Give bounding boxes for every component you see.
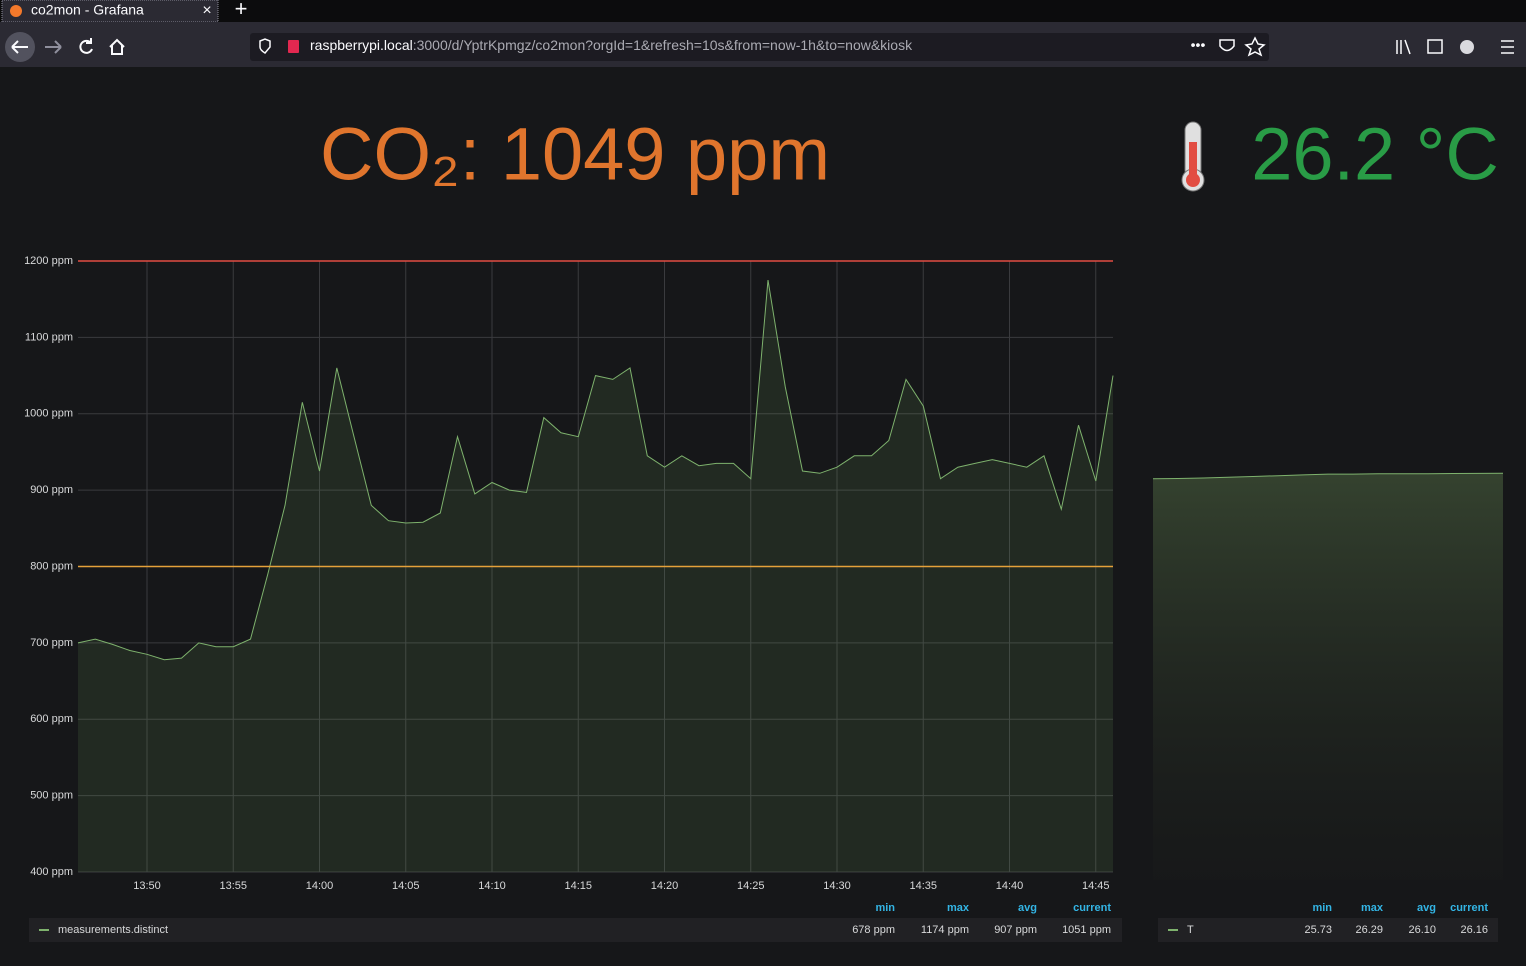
legend-header: min [875, 902, 895, 914]
url: raspberrypi.local:3000/d/YptrKpmgz/co2mo… [310, 37, 913, 53]
url-bar[interactable] [250, 33, 1269, 61]
url-host: raspberrypi.local [310, 37, 413, 53]
series-line [77, 280, 1114, 661]
lock-icon[interactable] [288, 40, 299, 53]
x-tick-label: 14:40 [996, 880, 1024, 892]
tab-bar [0, 0, 1526, 22]
home-button[interactable] [109, 38, 125, 55]
legend-value: 678 ppm [852, 924, 895, 936]
legend-bar [1158, 918, 1498, 942]
y-tick-label: 400 ppm [30, 866, 73, 878]
legend-value: 907 ppm [994, 924, 1037, 936]
legend-name: measurements.distinct [58, 924, 168, 936]
series-area [1153, 473, 1503, 880]
legend-value: 26.29 [1355, 924, 1383, 936]
legend-header: max [947, 902, 970, 914]
x-tick-label: 14:15 [564, 880, 592, 892]
legend-value: 26.16 [1460, 924, 1488, 936]
x-tick-label: 14:20 [651, 880, 679, 892]
back-icon [11, 40, 28, 54]
menu-button[interactable] [1501, 40, 1514, 54]
library-button[interactable] [1396, 39, 1411, 55]
x-tick-label: 14:00 [306, 880, 334, 892]
y-tick-label: 1200 ppm [24, 255, 73, 267]
legend-value: 26.10 [1408, 924, 1436, 936]
legend-header: avg [1018, 902, 1037, 914]
x-tick-label: 14:30 [823, 880, 851, 892]
tab-icon [10, 5, 22, 17]
forward-button[interactable] [45, 40, 62, 54]
legend-header: current [1073, 902, 1111, 914]
x-tick-label: 14:05 [392, 880, 420, 892]
series-area [78, 280, 1113, 873]
page-actions[interactable]: ••• [1191, 37, 1206, 53]
legend-value: 1174 ppm [921, 924, 969, 936]
pocket-button[interactable] [1219, 39, 1235, 52]
legend-value: 1051 ppm [1062, 924, 1111, 936]
y-tick-label: 800 ppm [30, 560, 73, 572]
x-tick-label: 13:50 [133, 880, 161, 892]
thermometer-icon [1181, 121, 1205, 192]
legend-header: avg [1417, 902, 1436, 914]
tab-close[interactable]: × [202, 2, 211, 19]
new-tab[interactable]: + [235, 0, 248, 21]
legend-header: current [1450, 902, 1488, 914]
x-tick-label: 14:35 [909, 880, 937, 892]
bookmark-button[interactable] [1244, 36, 1266, 57]
x-tick-label: 14:45 [1082, 880, 1110, 892]
y-tick-label: 600 ppm [30, 713, 73, 725]
sidebar-button[interactable] [1427, 39, 1443, 54]
y-tick-label: 900 ppm [30, 484, 73, 496]
legend-swatch [1168, 929, 1178, 931]
y-tick-label: 1100 ppm [25, 331, 73, 343]
y-tick-label: 1000 ppm [24, 408, 73, 420]
legend-header: max [1361, 902, 1384, 914]
series-line [1152, 472, 1504, 480]
y-tick-label: 700 ppm [30, 637, 73, 649]
legend-value: 25.73 [1304, 924, 1332, 936]
x-tick-label: 13:55 [219, 880, 247, 892]
url-path: :3000/d/YptrKpmgz/co2mon?orgId=1&refresh… [413, 37, 913, 53]
tab-title: co2mon - Grafana [31, 2, 144, 18]
co2-stat: CO₂: 1049 ppm [320, 113, 830, 196]
x-tick-label: 14:10 [478, 880, 506, 892]
legend-bar [29, 918, 1122, 942]
shield-icon[interactable] [259, 38, 271, 54]
reload-button[interactable] [79, 38, 93, 54]
account-button[interactable] [1460, 40, 1474, 54]
y-tick-label: 500 ppm [30, 790, 73, 802]
x-tick-label: 14:25 [737, 880, 765, 892]
legend-header: min [1312, 902, 1332, 914]
temperature-stat: 26.2 °C [1251, 113, 1499, 196]
legend-name: T [1187, 924, 1194, 936]
legend-swatch [39, 929, 49, 931]
